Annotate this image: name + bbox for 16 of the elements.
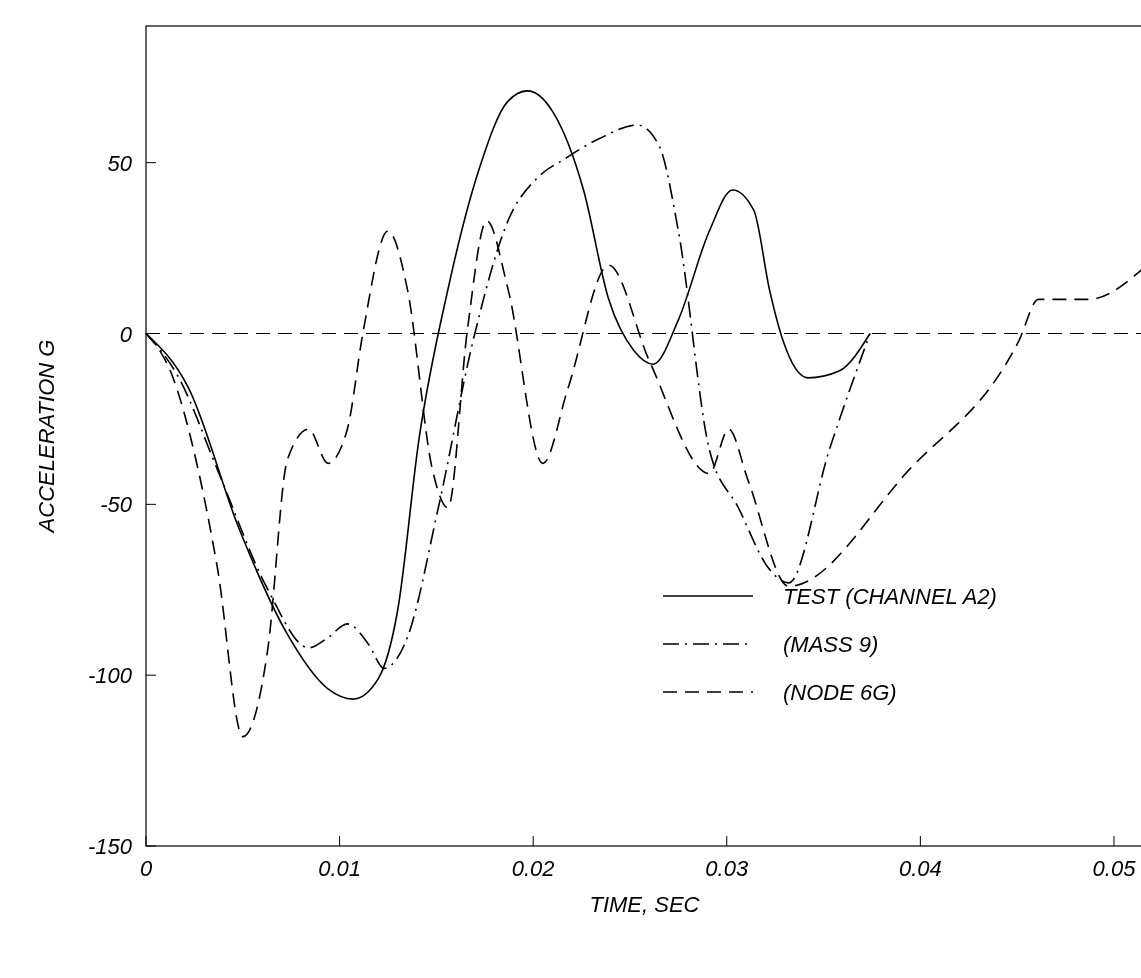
x-tick-label: 0.01 — [318, 856, 362, 881]
x-tick-label: 0 — [139, 856, 153, 881]
x-tick-label: 0.04 — [898, 856, 942, 881]
legend-label: TEST (CHANNEL A2) — [783, 584, 997, 609]
x-tick-label: 0.02 — [511, 856, 555, 881]
y-tick-label: -50 — [100, 492, 133, 518]
legend-label: (MASS 9) — [783, 632, 879, 657]
x-tick-label: 0.05 — [1092, 856, 1137, 881]
x-axis-title: TIME, SEC — [589, 892, 700, 917]
y-tick-label: -100 — [87, 663, 133, 689]
x-tick-label: 0.03 — [705, 856, 749, 881]
y-tick-label: 0 — [119, 321, 133, 347]
y-tick-label: 50 — [107, 150, 133, 176]
y-axis-title: ACCELERATION G — [34, 339, 59, 535]
y-tick-label: -150 — [87, 834, 133, 859]
legend-label: (NODE 6G) — [783, 680, 897, 705]
